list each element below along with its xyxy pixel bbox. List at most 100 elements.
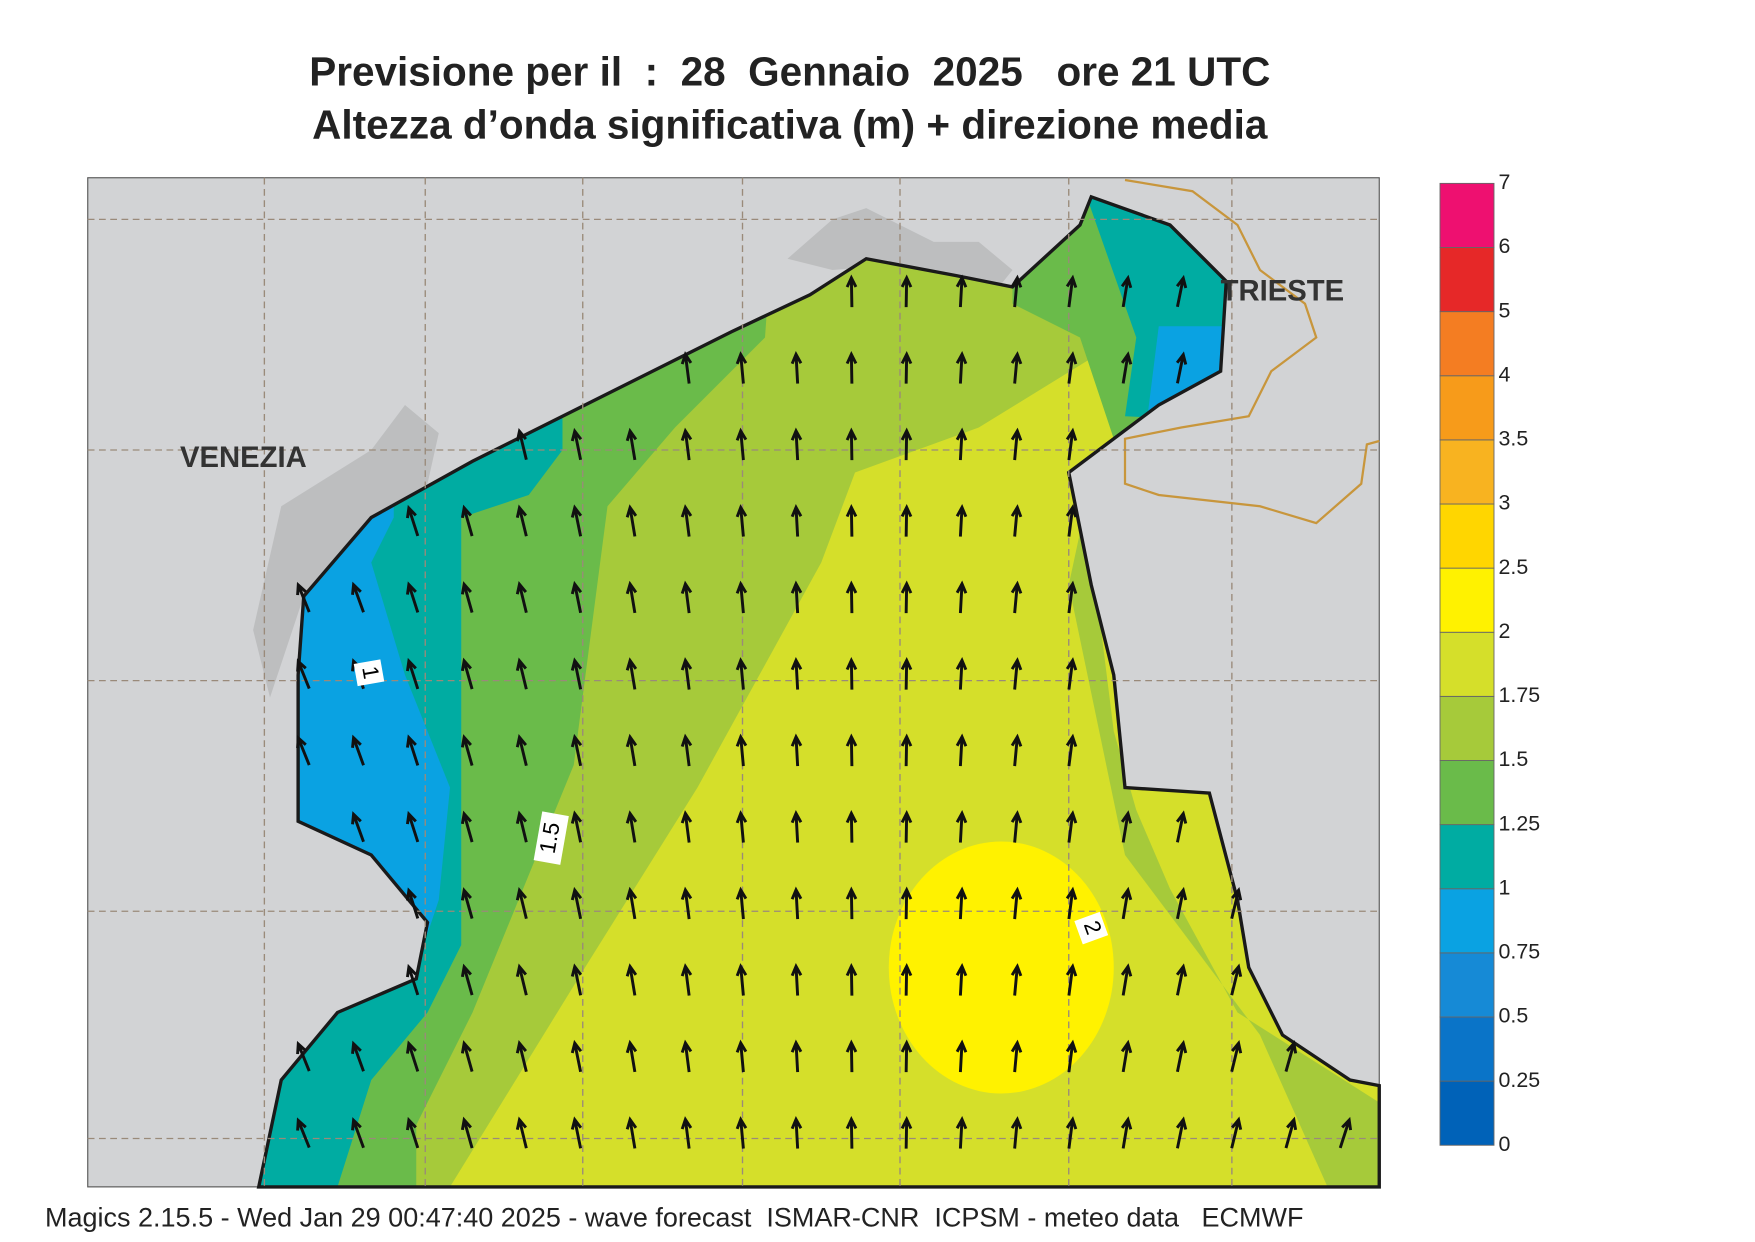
arrow <box>296 1040 311 1072</box>
place-label: TRIESTE <box>1221 275 1345 307</box>
colorbar-label: 2 <box>1499 619 1511 643</box>
arrow <box>955 810 968 843</box>
arrow <box>1175 351 1188 384</box>
arrow <box>735 1116 748 1149</box>
arrow <box>460 810 474 843</box>
arrow <box>790 427 803 461</box>
arrow <box>625 963 638 996</box>
arrow <box>955 274 968 308</box>
arrow <box>405 581 420 613</box>
arrow <box>680 504 693 537</box>
arrow <box>845 274 858 308</box>
contour-label: 1 <box>353 659 385 687</box>
arrow <box>1010 274 1023 308</box>
arrow <box>955 963 968 996</box>
colorbar-box <box>1439 888 1495 954</box>
arrow <box>900 504 913 537</box>
arrow <box>955 657 968 690</box>
arrow <box>1120 886 1133 920</box>
arrow <box>351 581 365 613</box>
arrow <box>955 1116 968 1149</box>
colorbar-box <box>1439 182 1495 248</box>
arrow <box>570 886 583 920</box>
arrow <box>1175 886 1188 920</box>
arrow <box>405 504 420 537</box>
arrow <box>351 1040 365 1072</box>
place-label: VENEZIA <box>180 442 307 474</box>
colorbar-label: 0 <box>1499 1132 1511 1156</box>
title: Previsione per il : 28 Gennaio 2025 ore … <box>309 49 1270 95</box>
arrow <box>680 963 693 996</box>
arrow <box>1120 1116 1133 1149</box>
arrow <box>1010 1116 1023 1149</box>
arrow <box>515 504 528 537</box>
arrow <box>1175 1039 1188 1073</box>
arrow <box>790 580 803 614</box>
arrow <box>735 886 748 920</box>
arrow <box>1010 504 1023 537</box>
arrow <box>296 581 311 613</box>
colorbar-box <box>1439 1016 1495 1082</box>
arrow <box>570 733 583 767</box>
arrow <box>790 657 803 690</box>
arrow <box>1065 427 1078 461</box>
arrow <box>900 810 913 843</box>
arrow <box>1120 1039 1133 1073</box>
arrow <box>1284 1116 1298 1149</box>
colorbar-label: 1 <box>1499 875 1511 899</box>
arrow <box>735 580 748 614</box>
colorbar-box <box>1439 567 1495 633</box>
arrow <box>1065 657 1078 690</box>
arrow <box>790 1039 803 1073</box>
colorbar-box <box>1439 503 1495 569</box>
arrow <box>625 504 638 537</box>
arrow <box>680 427 693 461</box>
arrow <box>790 963 803 996</box>
colorbar-label: 0.5 <box>1499 1004 1529 1028</box>
arrow <box>625 1039 638 1073</box>
arrow <box>680 733 693 767</box>
arrow <box>735 504 748 537</box>
arrow <box>735 733 748 767</box>
arrow <box>845 1039 858 1073</box>
arrow <box>1175 963 1188 996</box>
arrow <box>845 1116 858 1149</box>
colorbar-box <box>1439 311 1495 377</box>
arrow <box>900 963 913 996</box>
arrow <box>1010 733 1023 767</box>
colorbar-box <box>1439 952 1495 1018</box>
arrow <box>1065 963 1078 996</box>
colorbar-box <box>1439 760 1495 826</box>
colorbar-label: 1.25 <box>1499 811 1541 835</box>
arrow <box>955 886 968 920</box>
arrow <box>735 963 748 996</box>
arrow <box>900 886 913 920</box>
arrow <box>625 657 638 690</box>
land-shade <box>253 405 439 698</box>
arrow <box>680 810 693 843</box>
arrow <box>1010 580 1023 614</box>
colorbar-label: 5 <box>1499 298 1511 322</box>
arrow <box>1120 274 1133 308</box>
arrow <box>900 580 913 614</box>
arrow <box>680 886 693 920</box>
arrow <box>680 580 693 614</box>
arrow <box>790 733 803 767</box>
arrow <box>515 810 528 843</box>
colorbar-box <box>1439 631 1495 697</box>
arrow <box>1065 1116 1078 1149</box>
arrow <box>515 887 528 920</box>
arrow <box>790 810 803 843</box>
colorbar-label: 0.75 <box>1499 940 1541 964</box>
footer: Magics 2.15.5 - Wed Jan 29 00:47:40 2025… <box>45 1202 1304 1232</box>
arrow <box>296 734 311 766</box>
arrow <box>845 351 858 384</box>
arrow <box>625 810 638 843</box>
arrow <box>460 1040 474 1072</box>
arrow <box>296 1117 311 1149</box>
arrow <box>460 734 474 766</box>
arrow <box>790 1116 803 1149</box>
arrow <box>625 733 638 767</box>
arrow <box>296 658 311 690</box>
arrow <box>1284 1040 1298 1072</box>
